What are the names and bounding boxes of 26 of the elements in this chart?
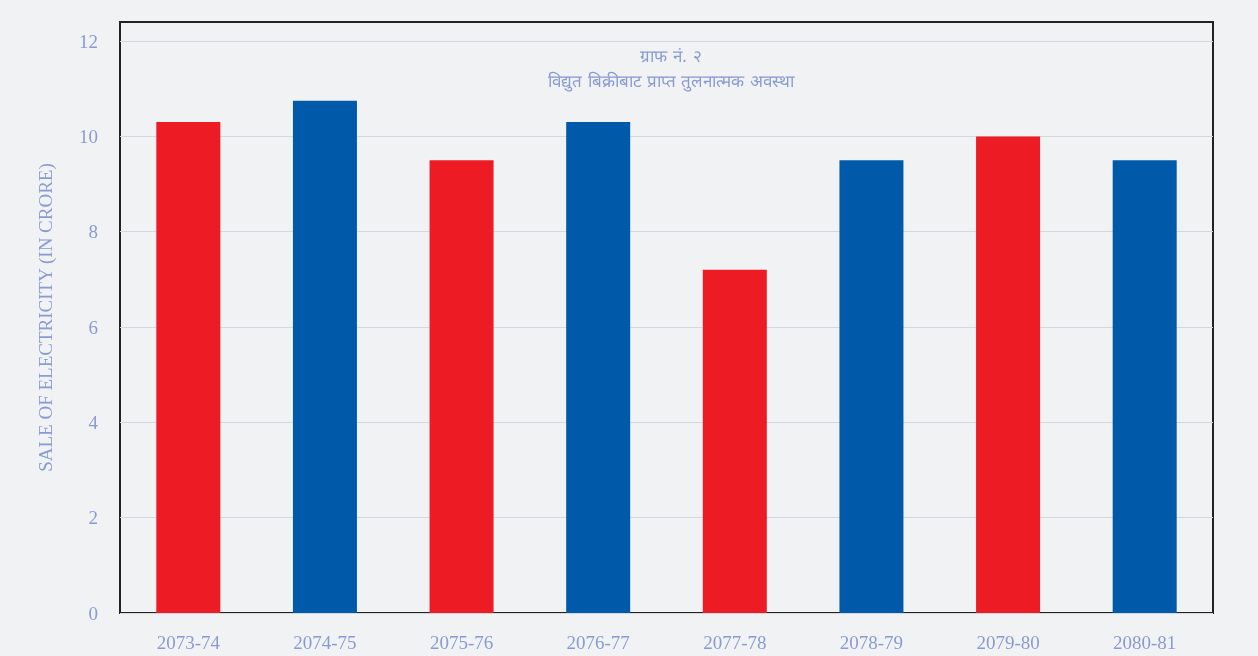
bar (156, 122, 221, 613)
bar (1112, 160, 1177, 613)
text: विद्युत बिक्रीबाट प्राप्त तुलनात्मक अवस्था (548, 70, 795, 92)
x-tick-label: 2080-81 (1113, 632, 1177, 653)
x-tick-label: 2079-80 (976, 632, 1040, 653)
bar (566, 122, 631, 613)
y-tick-label: 6 (88, 316, 98, 338)
bar (839, 160, 904, 613)
text: ग्राफ नं. २ (640, 45, 702, 66)
x-tick-label: 2075-76 (429, 632, 494, 653)
bar (702, 269, 767, 613)
bar (292, 100, 357, 613)
x-tick-label: 2074-75 (293, 632, 357, 653)
y-tick-label: 2 (88, 507, 98, 529)
y-axis-title: SALE OF ELECTRICITY (IN CRORE) (35, 163, 57, 472)
x-tick-label: 2078-79 (839, 632, 904, 653)
x-tick-label: 2073-74 (156, 632, 221, 653)
x-tick-label: 2076-77 (566, 632, 630, 653)
x-tick-label: 2077-78 (703, 632, 767, 653)
y-tick-label: 10 (79, 125, 98, 147)
y-tick-label: 0 (88, 602, 98, 624)
y-tick-label: 12 (79, 30, 98, 52)
y-tick-label: 8 (88, 221, 98, 243)
bar (429, 160, 494, 613)
bar (976, 136, 1041, 613)
y-tick-label: 4 (88, 411, 99, 433)
